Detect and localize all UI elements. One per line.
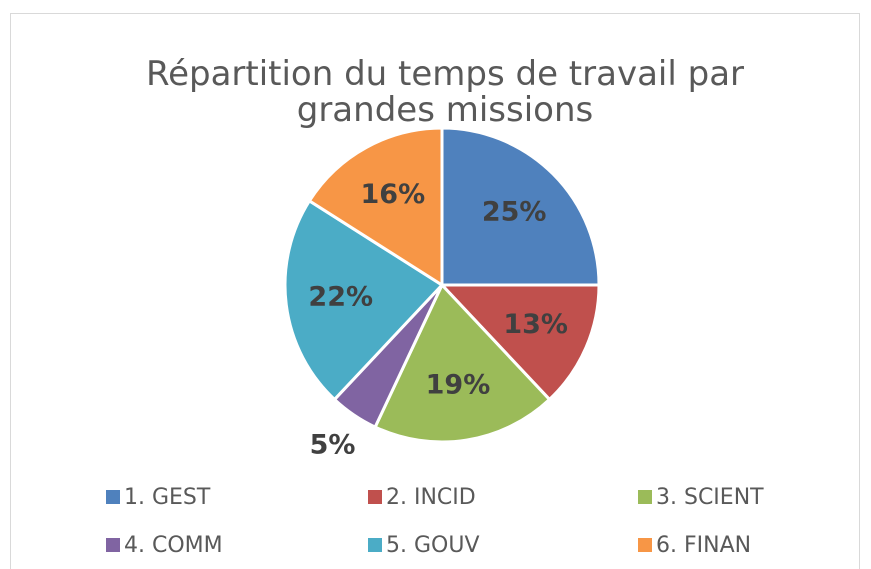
data-label: 22%: [308, 281, 373, 312]
pie-slice: [440, 126, 601, 287]
pie-slice: [373, 282, 552, 444]
data-label: 16%: [361, 179, 426, 210]
data-label: 19%: [426, 369, 491, 400]
pie-slice: [438, 283, 601, 402]
legend-swatch: [638, 538, 652, 552]
legend-swatch: [638, 490, 652, 504]
legend-label: 2. INCID: [386, 485, 476, 510]
legend-label: 6. FINAN: [656, 533, 751, 558]
legend-label: 3. SCIENT: [656, 485, 764, 510]
legend-swatch: [368, 490, 382, 504]
legend-swatch: [106, 538, 120, 552]
title-line: Répartition du temps de travail par: [146, 54, 744, 94]
chart-title: Répartition du temps de travail par grand…: [146, 54, 744, 130]
legend-label: 1. GEST: [124, 485, 211, 510]
legend-label: 5. GOUV: [386, 533, 480, 558]
data-label: 5%: [310, 430, 356, 461]
data-label: 25%: [482, 196, 547, 227]
legend-swatch: [106, 490, 120, 504]
legend-swatch: [368, 538, 382, 552]
legend-label: 4. COMM: [124, 533, 223, 558]
pie-slice: [307, 126, 444, 288]
title-line: grandes missions: [297, 90, 593, 130]
pie-slice: [283, 198, 445, 402]
data-label: 13%: [503, 309, 568, 340]
